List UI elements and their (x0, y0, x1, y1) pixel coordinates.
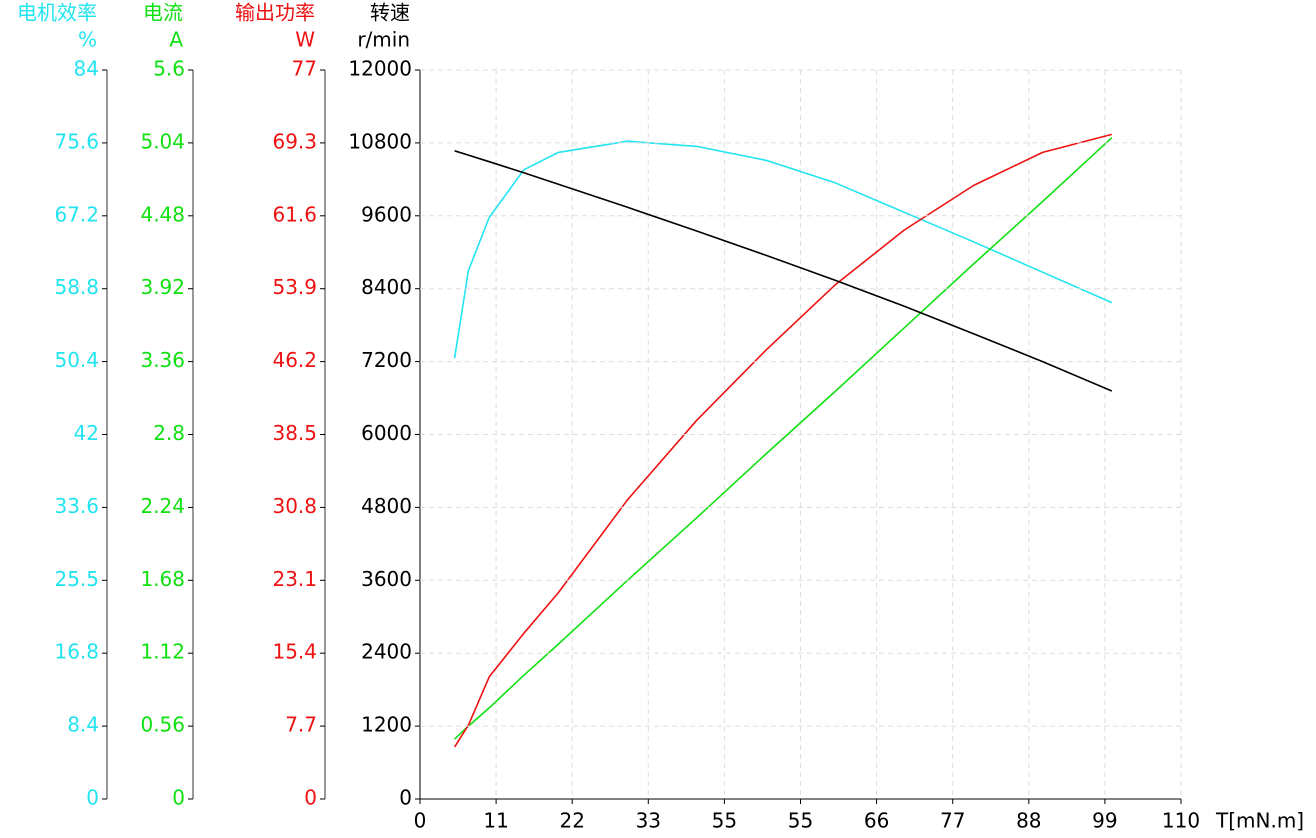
series-line (453, 133, 1113, 748)
y-tick-label: 77 (292, 57, 317, 81)
x-tick-label: 66 (864, 809, 889, 833)
y-tick-label: 0 (399, 786, 412, 810)
axis-unit: % (78, 28, 97, 52)
y-tick-label: 8.4 (67, 713, 99, 737)
y-tick-label: 30.8 (272, 494, 317, 518)
y-tick-label: 5.6 (153, 57, 185, 81)
x-tick-label: 77 (940, 809, 965, 833)
legend-name: 电机效率 (17, 1, 97, 25)
y-tick-label: 42 (74, 421, 99, 445)
y-tick-label: 1200 (361, 713, 412, 737)
y-tick-label: 75.6 (54, 129, 99, 153)
x-tick-label: 55 (788, 809, 813, 833)
y-tick-label: 61.6 (272, 202, 317, 226)
y-tick-label: 16.8 (54, 640, 99, 664)
y-tick-label: 53.9 (272, 275, 317, 299)
y-tick-label: 4.48 (140, 202, 185, 226)
y-tick-label: 7200 (361, 348, 412, 372)
y-tick-label: 3.36 (140, 348, 185, 372)
y-tick-label: 3600 (361, 567, 412, 591)
y-tick-label: 3.92 (140, 275, 185, 299)
x-tick-label: 0 (414, 809, 427, 833)
y-tick-label: 58.8 (54, 275, 99, 299)
x-tick-label: 11 (483, 809, 508, 833)
axis-unit: A (169, 28, 183, 52)
legend-name: 电流 (143, 1, 183, 25)
y-tick-label: 23.1 (272, 567, 317, 591)
y-tick-label: 84 (74, 57, 99, 81)
x-axis-label: T[mN.m] (1215, 809, 1304, 833)
y-tick-label: 1.68 (140, 567, 185, 591)
y-tick-label: 7.7 (285, 713, 317, 737)
y-tick-label: 0 (86, 786, 99, 810)
x-tick-label: 22 (559, 809, 584, 833)
y-tick-label: 2.8 (153, 421, 185, 445)
y-tick-label: 12000 (348, 57, 412, 81)
x-tick-label: 88 (1016, 809, 1041, 833)
y-tick-label: 4800 (361, 494, 412, 518)
axis-unit: W (295, 28, 315, 52)
y-tick-label: 46.2 (272, 348, 317, 372)
x-tick-label: 99 (1092, 809, 1117, 833)
legend-name: 转速 (370, 1, 410, 25)
x-tick-label: 55 (712, 809, 737, 833)
x-tick-label: 33 (636, 809, 661, 833)
y-tick-label: 1.12 (140, 640, 185, 664)
legend-name: 输出功率 (235, 1, 315, 25)
y-tick-label: 0 (304, 786, 317, 810)
y-tick-label: 0 (172, 786, 185, 810)
y-tick-label: 67.2 (54, 202, 99, 226)
y-tick-label: 2400 (361, 640, 412, 664)
y-tick-label: 6000 (361, 421, 412, 445)
series-line (454, 150, 1113, 392)
y-tick-label: 38.5 (272, 421, 317, 445)
y-tick-label: 15.4 (272, 640, 317, 664)
y-tick-label: 9600 (361, 202, 412, 226)
y-tick-label: 10800 (348, 129, 412, 153)
series-line (453, 140, 1113, 359)
series-line (454, 137, 1113, 740)
y-tick-label: 0.56 (140, 713, 185, 737)
axis-unit: r/min (357, 28, 410, 52)
y-tick-label: 69.3 (272, 129, 317, 153)
y-tick-label: 25.5 (54, 567, 99, 591)
y-tick-label: 50.4 (54, 348, 99, 372)
y-tick-label: 2.24 (140, 494, 185, 518)
y-tick-label: 8400 (361, 275, 412, 299)
y-tick-label: 5.04 (140, 129, 185, 153)
x-tick-label: 110 (1162, 809, 1200, 833)
y-tick-label: 33.6 (54, 494, 99, 518)
